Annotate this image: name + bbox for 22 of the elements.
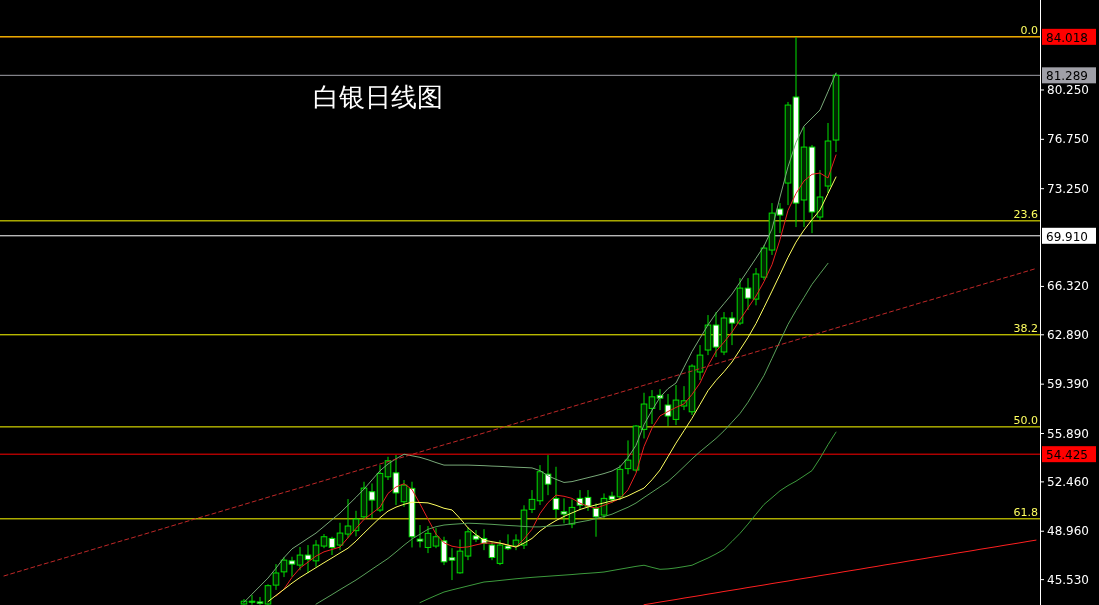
ref-line-label: 81.289 — [1046, 69, 1088, 84]
ref-line-label: 69.910 — [1046, 229, 1088, 244]
ref-line-label: 84.018 — [1046, 30, 1088, 45]
y-tick-label: 59.390 — [1047, 377, 1089, 392]
ref-line-label: 54.425 — [1046, 448, 1088, 463]
annotation: 23.6 — [1013, 207, 1038, 221]
y-tick-label: 66.320 — [1047, 279, 1089, 294]
y-tick-label: 80.250 — [1047, 82, 1089, 97]
y-tick-label: 48.960 — [1047, 524, 1089, 539]
y-tick-label: 45.530 — [1047, 572, 1089, 587]
annotation: 50.0 — [1013, 413, 1038, 427]
annotation: 0.0 — [1020, 23, 1038, 37]
y-tick-label: 52.460 — [1047, 474, 1089, 489]
y-tick-label: 76.750 — [1047, 132, 1089, 147]
y-tick-label: 55.890 — [1047, 426, 1089, 441]
annotation: 61.8 — [1013, 505, 1038, 519]
ref-label: 81.289 — [1042, 67, 1096, 84]
ref-label: 54.425 — [1042, 446, 1096, 463]
y-tick-label: 73.250 — [1047, 181, 1089, 196]
annotation: 38.2 — [1013, 321, 1038, 335]
y-tick-label: 62.890 — [1047, 327, 1089, 342]
text: 白银日线图 — [313, 82, 443, 112]
